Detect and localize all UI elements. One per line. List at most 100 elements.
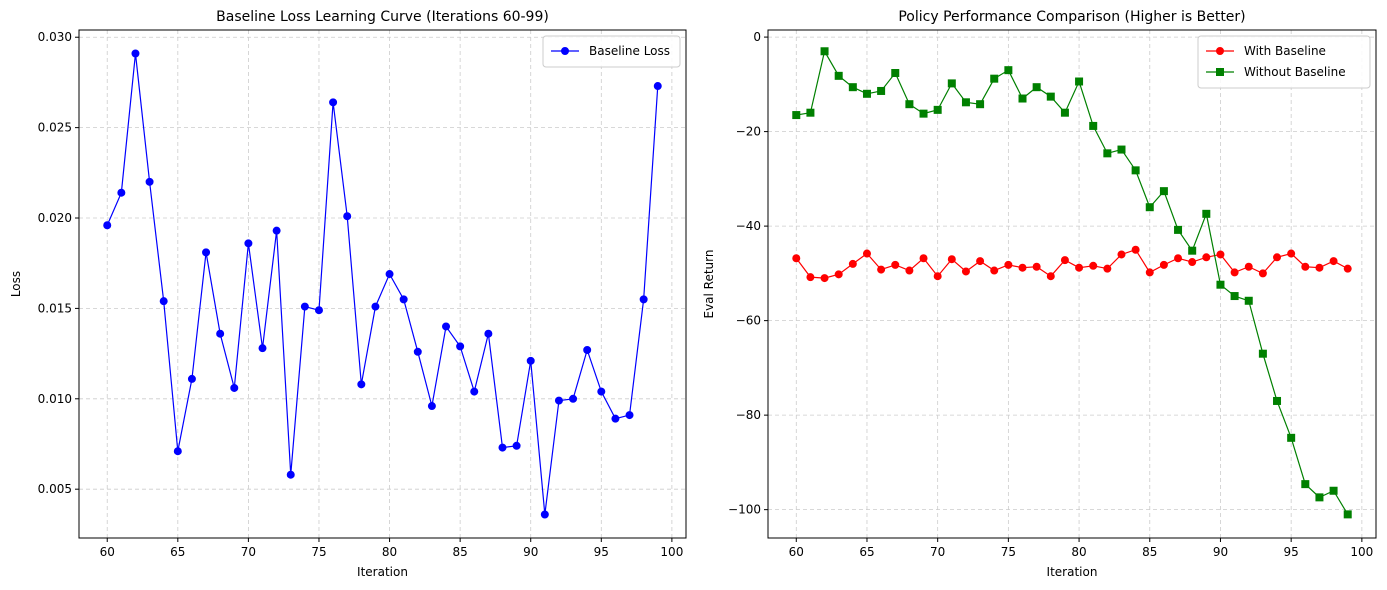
data-point [961,267,970,276]
data-point [625,411,634,420]
data-point [1273,396,1282,405]
data-point [834,71,843,80]
y-tick-label: 0.005 [38,482,72,496]
data-point [244,239,253,248]
legend-box [542,35,681,68]
y-tick-label: 0 [753,30,761,44]
x-axis-label: Iteration [1047,565,1098,579]
x-tick-label: 100 [1350,545,1373,559]
data-point [1301,262,1310,271]
chart-title: Policy Performance Comparison (Higher is… [898,9,1245,25]
legend-marker [1216,47,1224,55]
legend: With Baseline Without Baseline [1197,35,1371,89]
data-point [1329,486,1338,495]
x-tick-label: 60 [100,545,115,559]
data-point [230,383,239,392]
data-point [891,260,900,269]
data-point [877,265,886,274]
data-point [1343,510,1352,519]
series-line [795,249,1349,279]
data-point [976,257,985,266]
x-tick-label: 75 [311,545,326,559]
data-point [1258,269,1267,278]
data-point [990,266,999,275]
data-point [877,86,886,95]
y-tick-label: −80 [736,408,761,422]
data-point [1004,66,1013,75]
data-point [300,302,309,311]
x-axis-label: Iteration [357,565,408,579]
plot-frame [78,29,687,539]
data-point [427,402,436,411]
data-point [526,356,535,365]
data-point [976,100,985,109]
series-line [796,49,1349,515]
data-point [848,259,857,268]
data-point [1018,94,1027,103]
y-tick-label: −60 [736,314,761,328]
data-point [258,344,267,353]
x-tick-label: 70 [930,545,945,559]
data-point [1216,280,1225,289]
legend-label: With Baseline [1244,44,1326,58]
data-point [272,226,281,235]
data-point [286,470,295,479]
data-point [484,329,493,338]
data-point [1244,262,1253,271]
grid-lines [79,30,686,538]
data-point [187,374,196,383]
data-point [1174,225,1183,234]
data-point [806,108,815,117]
data-point [202,248,211,257]
data-point [1032,262,1041,271]
data-point [1018,263,1027,272]
x-tick-label: 65 [170,545,185,559]
x-axis-ticks: 60 65 70 75 80 85 90 95 100 [789,538,1373,559]
data-point [216,329,225,338]
data-point [314,306,323,315]
data-point [399,295,408,304]
data-point [569,394,578,403]
y-axis-label: Eval Return [702,249,716,318]
data-point [1075,263,1084,272]
data-point [1117,250,1126,259]
x-axis-ticks: 60 65 70 75 80 85 90 95 100 [100,538,683,559]
y-tick-label: −20 [736,125,761,139]
data-point [1301,480,1310,489]
series-line [106,53,659,515]
data-point [131,49,140,58]
data-point [1145,203,1154,212]
data-point [1188,258,1197,267]
data-point [905,100,914,109]
data-point [1315,493,1324,502]
data-point [1244,296,1253,305]
data-point [1159,260,1168,269]
data-point [357,380,366,389]
chart-right: 60 65 70 75 80 85 90 95 100 0 −20 −40 −60 −80 −100 Po… [702,9,1377,579]
x-tick-label: 95 [1284,545,1299,559]
series-lines [795,49,1349,515]
data-point [554,396,563,405]
data-point [456,342,465,351]
data-point [653,82,662,91]
series-lines [106,53,659,515]
y-tick-label: 0.025 [38,121,72,135]
data-point [159,297,168,306]
data-point [806,273,815,282]
y-axis-label: Loss [9,271,23,297]
data-point [470,387,479,396]
y-tick-label: 0.020 [38,211,72,225]
x-tick-label: 80 [382,545,397,559]
data-point [1046,92,1055,101]
data-point [820,274,829,283]
data-point [1089,121,1098,130]
data-point [145,177,154,186]
data-point [1103,264,1112,273]
data-point [1004,260,1013,269]
data-point [1089,261,1098,270]
data-point [597,387,606,396]
data-point [442,322,451,331]
legend-label: Without Baseline [1244,65,1346,79]
data-point [1145,268,1154,277]
